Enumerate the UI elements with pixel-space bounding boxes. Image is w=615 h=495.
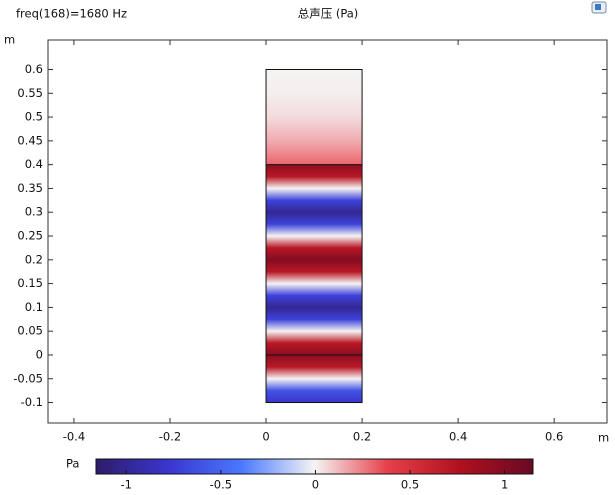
chart-title: 总声压 (Pa)	[298, 7, 359, 21]
colorbar-tick-label: 0.5	[401, 478, 419, 492]
x-tick-label: 0.6	[545, 430, 563, 444]
x-tick-label: 0.2	[353, 430, 371, 444]
annotation: freq(168)=1680 Hz	[16, 7, 127, 21]
x-tick-label: 0.4	[449, 430, 467, 444]
y-tick-label: 0.35	[17, 181, 43, 195]
y-tick-label: 0.2	[25, 252, 43, 266]
x-tick-label: -0.2	[159, 430, 181, 444]
x-tick-label: -0.4	[63, 430, 85, 444]
x-tick-label: 0	[262, 430, 269, 444]
y-tick-label: 0.25	[17, 229, 43, 243]
colorbar-tick-label: 0	[312, 478, 319, 492]
y-tick-label: 0.15	[17, 276, 43, 290]
y-tick-label: 0.05	[17, 324, 43, 338]
y-tick-label: 0.6	[25, 62, 43, 76]
y-tick-label: -0.1	[21, 395, 43, 409]
y-tick-label: 0.45	[17, 133, 43, 147]
y-tick-label: -0.05	[13, 371, 43, 385]
y-tick-label: 0.5	[25, 110, 43, 124]
colorbar-tick-label: -0.5	[210, 478, 232, 492]
logo-icon	[591, 1, 607, 14]
y-tick-label: 0.4	[25, 157, 43, 171]
y-tick-label: 0	[36, 347, 43, 361]
y-tick-label: 0.1	[25, 300, 43, 314]
y-tick-label: 0.55	[17, 86, 43, 100]
colorbar-label: Pa	[66, 457, 79, 471]
y-tick-label: 0.3	[25, 205, 43, 219]
colorbar-tick-label: 1	[501, 478, 508, 492]
colorbar	[95, 458, 534, 475]
field-domain	[265, 68, 363, 404]
y-axis-label: m	[4, 33, 15, 47]
colorbar-tick-label: -1	[121, 478, 132, 492]
x-axis-label: m	[598, 431, 609, 445]
